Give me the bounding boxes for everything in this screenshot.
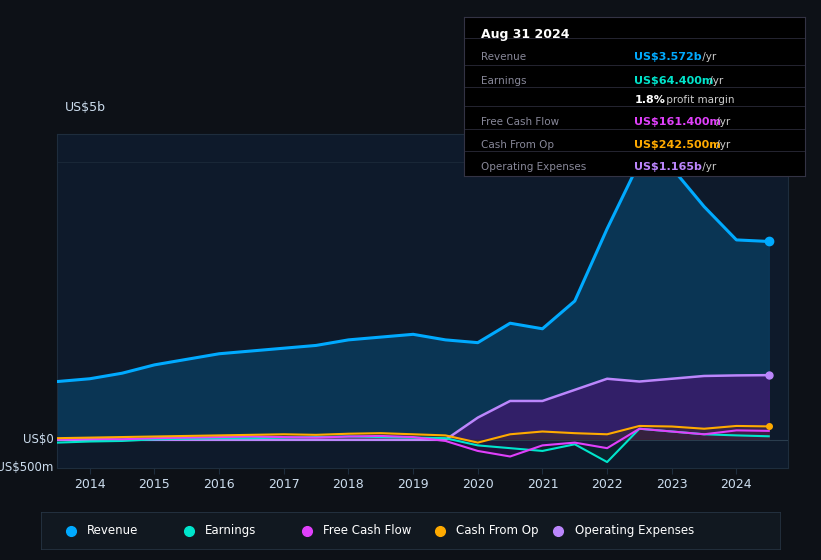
Text: 1.8%: 1.8%: [635, 95, 665, 105]
Text: US$3.572b: US$3.572b: [635, 52, 702, 62]
Text: -US$500m: -US$500m: [0, 461, 54, 474]
Text: /yr: /yr: [713, 139, 730, 150]
Text: US$161.400m: US$161.400m: [635, 118, 721, 127]
Text: US$64.400m: US$64.400m: [635, 76, 713, 86]
Text: Cash From Op: Cash From Op: [481, 139, 554, 150]
Text: /yr: /yr: [699, 162, 716, 172]
Text: US$242.500m: US$242.500m: [635, 139, 721, 150]
Text: /yr: /yr: [713, 118, 730, 127]
Text: Free Cash Flow: Free Cash Flow: [323, 524, 411, 537]
Text: Earnings: Earnings: [481, 76, 526, 86]
Text: Revenue: Revenue: [481, 52, 526, 62]
Text: US$5b: US$5b: [65, 101, 106, 114]
Text: Operating Expenses: Operating Expenses: [481, 162, 586, 172]
Text: Cash From Op: Cash From Op: [456, 524, 539, 537]
Text: Revenue: Revenue: [87, 524, 138, 537]
Text: Operating Expenses: Operating Expenses: [575, 524, 694, 537]
Text: Aug 31 2024: Aug 31 2024: [481, 28, 570, 41]
Text: /yr: /yr: [706, 76, 723, 86]
Text: US$1.165b: US$1.165b: [635, 162, 702, 172]
Text: US$0: US$0: [23, 433, 54, 446]
Text: /yr: /yr: [699, 52, 716, 62]
Text: Earnings: Earnings: [205, 524, 256, 537]
Text: profit margin: profit margin: [663, 95, 734, 105]
Text: Free Cash Flow: Free Cash Flow: [481, 118, 559, 127]
